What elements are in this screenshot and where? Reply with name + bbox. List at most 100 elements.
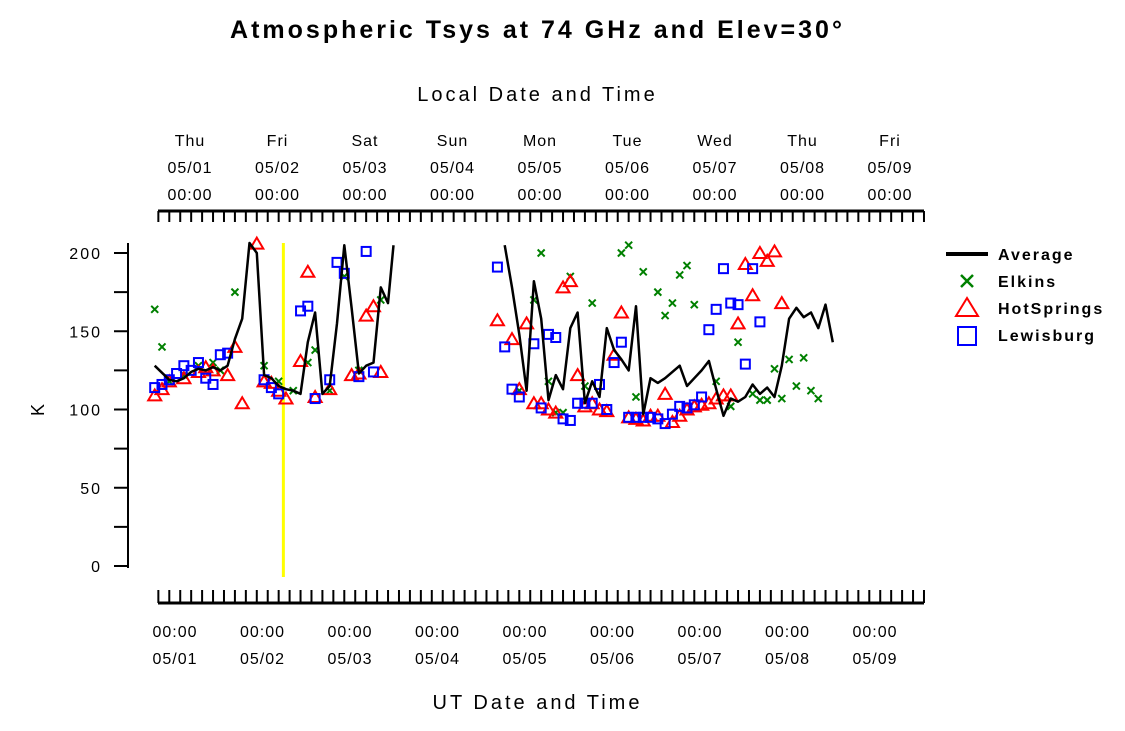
hotsprings-point bbox=[562, 273, 579, 288]
top-axis-label: Local Date and Time bbox=[417, 84, 658, 106]
y-tick-label: 200 bbox=[69, 246, 102, 263]
top-tick-day: Wed bbox=[697, 133, 733, 150]
bottom-tick-time: 00:00 bbox=[240, 624, 285, 641]
elkins-point bbox=[660, 311, 670, 320]
elkins-point bbox=[784, 355, 794, 364]
hotsprings-point bbox=[751, 245, 769, 259]
lewisburg-point bbox=[659, 418, 671, 430]
bottom-axis-label: UT Date and Time bbox=[432, 692, 643, 714]
lewisburg-point bbox=[309, 393, 321, 405]
lewisburg-point bbox=[739, 358, 751, 370]
bottom-tick-time: 00:00 bbox=[152, 624, 197, 641]
lewisburg-point bbox=[696, 391, 708, 403]
hotsprings-point bbox=[744, 287, 761, 302]
top-tick-time: 00:00 bbox=[780, 187, 825, 204]
top-tick-date: 05/09 bbox=[867, 160, 912, 177]
elkins-point bbox=[682, 261, 692, 270]
elkins-point bbox=[777, 394, 786, 403]
lewisburg-point bbox=[645, 411, 657, 423]
top-tick-time: 00:00 bbox=[605, 187, 650, 204]
hotsprings-point bbox=[219, 367, 236, 382]
average-line bbox=[153, 241, 395, 396]
top-tick-time: 00:00 bbox=[692, 187, 737, 204]
top-tick-day: Thu bbox=[787, 133, 818, 150]
top-tick-time: 00:00 bbox=[342, 187, 387, 204]
elkins-point bbox=[157, 342, 167, 352]
bottom-tick-time: 00:00 bbox=[502, 624, 547, 641]
lewisburg-point bbox=[557, 413, 569, 425]
lewisburg-point bbox=[747, 263, 759, 275]
bottom-tick-date: 05/02 bbox=[240, 651, 285, 668]
lewisburg-point bbox=[630, 411, 642, 423]
bottom-tick-date: 05/07 bbox=[677, 651, 722, 668]
lewisburg-point bbox=[302, 300, 314, 312]
lewisburg-point bbox=[200, 372, 212, 384]
lewisburg-point bbox=[550, 332, 562, 344]
top-tick-date: 05/02 bbox=[255, 160, 300, 177]
hotsprings-point bbox=[547, 404, 565, 419]
hotsprings-point bbox=[292, 353, 309, 367]
top-tick-time: 00:00 bbox=[255, 187, 300, 204]
elkins-point bbox=[536, 248, 546, 258]
hotsprings-point bbox=[233, 395, 251, 410]
elkins-point bbox=[763, 395, 772, 405]
top-tick-date: 05/03 bbox=[342, 160, 387, 177]
bottom-tick-date: 05/01 bbox=[152, 651, 197, 668]
elkins-point bbox=[150, 305, 159, 314]
lewisburg-point bbox=[615, 336, 627, 348]
legend-lewisburg-swatch bbox=[957, 326, 977, 346]
top-tick-date: 05/05 bbox=[517, 160, 562, 177]
elkins-point bbox=[624, 240, 633, 250]
y-tick-label: 150 bbox=[69, 324, 102, 341]
top-tick-date: 05/01 bbox=[167, 160, 212, 177]
lewisburg-point bbox=[506, 383, 518, 395]
lewisburg-point bbox=[331, 256, 343, 268]
bottom-tick-date: 05/09 bbox=[852, 651, 897, 668]
bottom-tick-time: 00:00 bbox=[327, 624, 372, 641]
top-tick-date: 05/08 bbox=[780, 160, 825, 177]
bottom-tick-time: 00:00 bbox=[677, 624, 722, 641]
lewisburg-point bbox=[214, 349, 226, 361]
elkins-point bbox=[748, 389, 757, 399]
lewisburg-point bbox=[608, 357, 620, 369]
lewisburg-point bbox=[535, 402, 547, 414]
elkins-point bbox=[230, 287, 240, 297]
hotsprings-point bbox=[656, 385, 674, 400]
hotsprings-point bbox=[773, 295, 791, 310]
top-tick-date: 05/07 bbox=[692, 160, 737, 177]
lewisburg-point bbox=[542, 328, 554, 340]
elkins-point bbox=[792, 381, 801, 391]
y-tick-label: 0 bbox=[91, 559, 102, 576]
lewisburg-point bbox=[491, 261, 503, 273]
bottom-tick-time: 00:00 bbox=[590, 624, 635, 641]
lewisburg-point bbox=[273, 388, 285, 400]
bottom-tick-time: 00:00 bbox=[415, 624, 460, 641]
bottom-tick-date: 05/08 bbox=[765, 651, 810, 668]
hotsprings-point bbox=[569, 367, 586, 382]
lewisburg-point bbox=[586, 397, 598, 409]
bottom-tick-date: 05/03 bbox=[327, 651, 372, 668]
top-tick-date: 05/06 bbox=[605, 160, 650, 177]
hotsprings-point bbox=[357, 307, 375, 322]
elkins-point bbox=[617, 248, 626, 258]
lewisburg-point bbox=[717, 263, 729, 275]
lewisburg-point bbox=[149, 382, 161, 394]
top-tick-day: Thu bbox=[175, 133, 206, 150]
elkins-point bbox=[639, 267, 648, 276]
hotsprings-point bbox=[503, 331, 521, 346]
y-tick-label: 50 bbox=[80, 481, 102, 498]
lewisburg-point bbox=[192, 357, 204, 369]
lewisburg-point bbox=[360, 245, 372, 257]
elkins-point bbox=[668, 298, 677, 308]
lewisburg-point bbox=[601, 404, 613, 415]
lewisburg-point bbox=[572, 397, 584, 409]
hotsprings-point bbox=[306, 389, 324, 403]
top-tick-time: 00:00 bbox=[430, 187, 475, 204]
lewisburg-point bbox=[674, 400, 686, 412]
elkins-point bbox=[653, 287, 663, 297]
lewisburg-point bbox=[171, 368, 183, 380]
y-axis-label: K bbox=[28, 404, 48, 416]
top-tick-day: Mon bbox=[523, 133, 557, 150]
bottom-tick-date: 05/04 bbox=[415, 651, 460, 668]
